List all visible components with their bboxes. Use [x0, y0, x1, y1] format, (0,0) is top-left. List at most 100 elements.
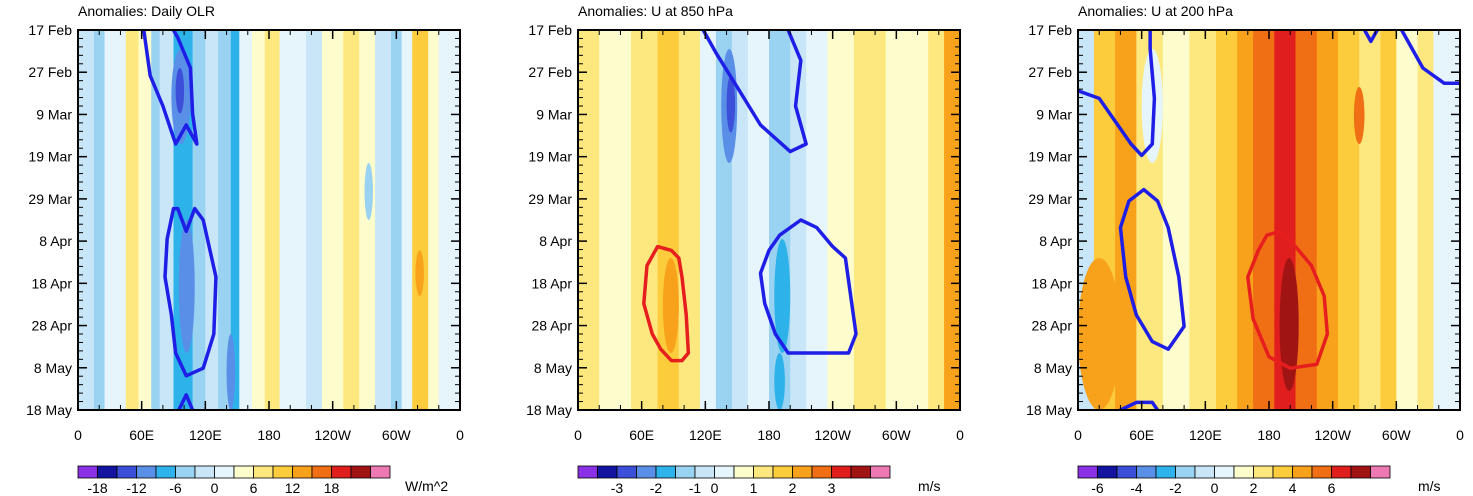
x-tick-label: 180 [257, 427, 281, 443]
x-tick-label: 0 [956, 427, 964, 443]
shade-band [125, 30, 139, 410]
y-tick-label: 18 Apr [1032, 275, 1073, 291]
y-tick-label: 19 Mar [1028, 149, 1072, 165]
colorbar: -3 -2 -1 0 1 2 3 [577, 465, 891, 496]
shade-band [138, 30, 152, 410]
y-tick-label: 29 Mar [1028, 191, 1072, 207]
colorbar: -6 -4 -2 0 2 4 6 [1077, 465, 1391, 496]
colorbar-swatch [292, 465, 313, 479]
colorbar: -18 -12 -6 0 6 12 18 [77, 465, 391, 496]
colorbar-swatch [655, 465, 676, 479]
shade-band [1380, 30, 1397, 410]
shade-patch [662, 258, 679, 353]
colorbar-label: 2 [1250, 480, 1258, 496]
x-tick-label: 180 [1257, 427, 1281, 443]
colorbar-swatch [1116, 465, 1137, 479]
negative-contour [163, 206, 218, 378]
x-tick-label: 180 [757, 427, 781, 443]
colorbar-swatch [577, 465, 598, 479]
shade-band [78, 30, 95, 410]
shade-patch [364, 163, 373, 220]
y-tick-label: 9 Mar [536, 106, 572, 122]
colorbar-swatch [616, 465, 637, 479]
shade-patch [726, 75, 736, 133]
y-tick-label: 8 May [1034, 360, 1072, 376]
positive-contour [642, 244, 691, 363]
colorbar-swatch [311, 465, 332, 479]
shade-band [239, 30, 253, 410]
colorbar-swatch [870, 465, 891, 479]
plot-area: 17 Feb 27 Feb 9 Mar 19 Mar 29 Mar 8 Apr 18 Apr… [1026, 22, 1464, 443]
colorbar-swatch [97, 465, 118, 479]
negative-contour [177, 393, 195, 410]
shade-band [599, 30, 632, 410]
colorbar-label: 6 [1328, 480, 1336, 496]
shade-band [1359, 30, 1381, 410]
colorbar-swatch [175, 465, 196, 479]
anomaly-field [578, 30, 960, 410]
negative-contour [1118, 187, 1186, 351]
y-tick-label: 18 Apr [532, 275, 573, 291]
colorbar-swatch [1331, 465, 1352, 479]
colorbar-swatch [331, 465, 352, 479]
colorbar-swatch [850, 465, 871, 479]
plot-area: 17 Feb 27 Feb 9 Mar 19 Mar 29 Mar 8 Apr 18 Apr… [26, 22, 464, 443]
colorbar-swatch [1214, 465, 1235, 479]
shade-band [359, 30, 376, 410]
colorbar-swatch [636, 465, 657, 479]
negative-contour [758, 218, 858, 355]
shade-band [747, 30, 770, 410]
y-tick-label: 27 Feb [28, 64, 72, 80]
y-tick-label: 17 Feb [1028, 22, 1072, 38]
shade-band [578, 30, 600, 410]
colorbar-label: -6 [1091, 480, 1104, 496]
negative-contour [701, 30, 808, 154]
x-tick-label: 120E [689, 427, 722, 443]
shade-band [391, 30, 403, 410]
shade-patch [1141, 49, 1163, 163]
colorbar-swatch [272, 465, 293, 479]
colorbar-label: -6 [169, 480, 182, 496]
shade-patch [1078, 258, 1121, 410]
colorbar-label: 0 [1211, 480, 1219, 496]
colorbar-label: 12 [285, 480, 301, 496]
shade-band [279, 30, 307, 410]
colorbar-swatch [694, 465, 715, 479]
shade-patch [774, 239, 791, 353]
shade-band [438, 30, 460, 410]
y-tick-label: 18 May [526, 402, 572, 418]
y-tick-label: 28 Apr [32, 318, 73, 334]
colorbar-swatch [772, 465, 793, 479]
colorbar-label: 2 [789, 480, 797, 496]
y-tick-label: 8 May [534, 360, 572, 376]
shade-band [700, 30, 717, 410]
x-tick-label: 60W [882, 427, 912, 443]
x-tick-label: 60W [382, 427, 412, 443]
x-tick-label: 0 [456, 427, 464, 443]
colorbar-label: 6 [250, 480, 258, 496]
y-tick-label: 8 Apr [1039, 233, 1072, 249]
colorbar-label: 0 [211, 480, 219, 496]
colorbar-units: m/s [918, 478, 941, 494]
colorbar-label: 18 [324, 480, 340, 496]
colorbar-swatch [77, 465, 98, 479]
shade-band [1189, 30, 1217, 410]
colorbar-swatch [1253, 465, 1274, 479]
colorbar-label: -2 [650, 480, 663, 496]
shade-band [375, 30, 392, 410]
positive-contour [1246, 229, 1330, 370]
shade-band [412, 30, 429, 410]
colorbar-swatch [714, 465, 735, 479]
plot-area: 17 Feb 27 Feb 9 Mar 19 Mar 29 Mar 8 Apr 18 Apr… [526, 22, 964, 443]
shade-band [885, 30, 929, 410]
colorbar-swatch [1350, 465, 1371, 479]
shade-band [678, 30, 701, 410]
panel-u200: Anomalies: U at 200 hPa 17 Feb 27 Feb 9 Ma… [1026, 3, 1464, 496]
shade-band [1316, 30, 1339, 410]
x-tick-label: 60W [1382, 427, 1412, 443]
negative-contour [1399, 30, 1460, 85]
shade-band [1215, 30, 1238, 410]
shade-band [806, 30, 828, 410]
y-tick-label: 29 Mar [28, 191, 72, 207]
anomaly-field [1078, 30, 1460, 410]
